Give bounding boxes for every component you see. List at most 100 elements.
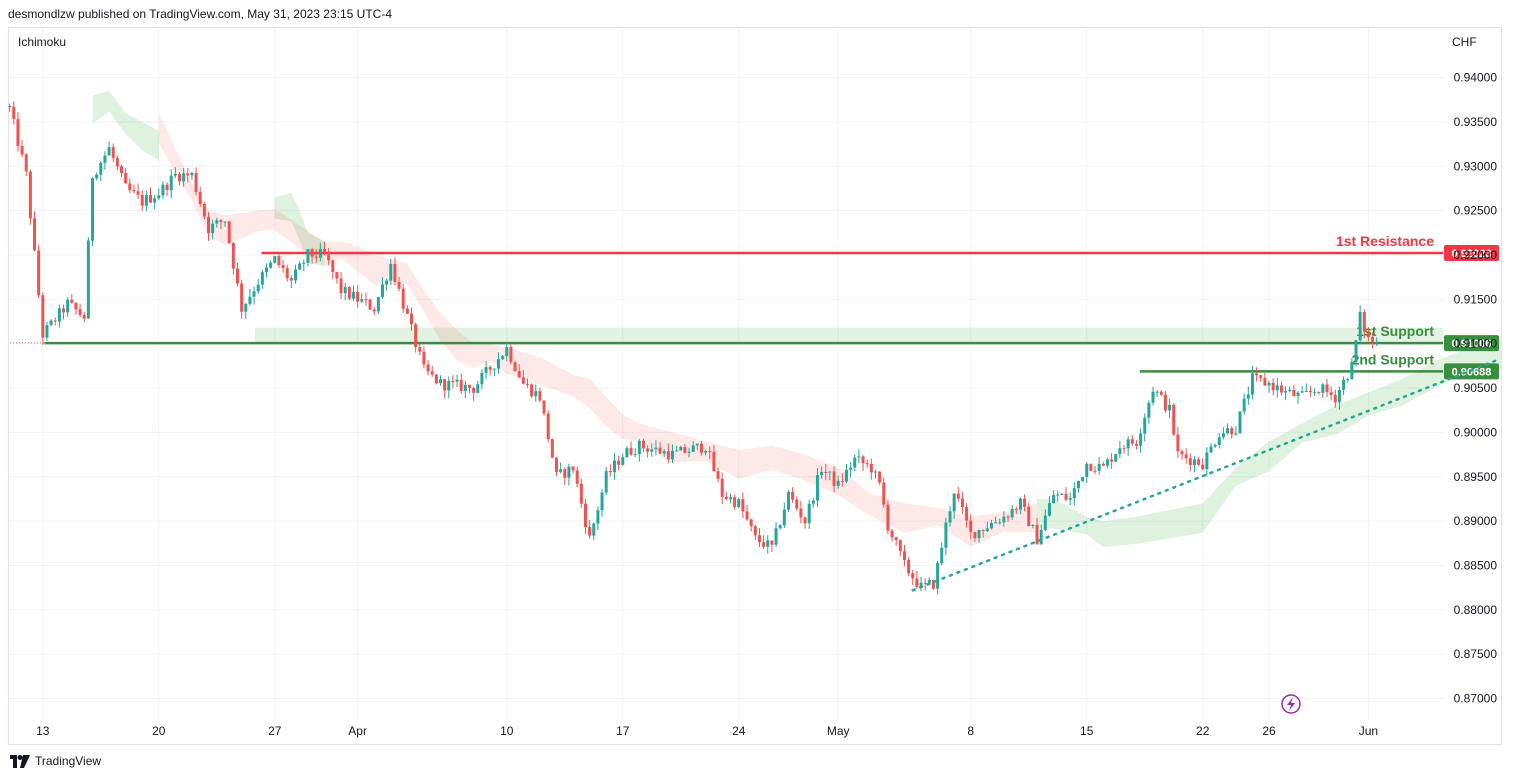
candle-body — [716, 471, 720, 479]
candle-body — [207, 216, 211, 234]
candle-body — [401, 288, 405, 309]
candle-body — [1321, 384, 1325, 393]
candle-body — [360, 299, 364, 302]
candle-body — [1163, 394, 1167, 411]
candle-body — [1101, 463, 1105, 466]
candle-body — [575, 470, 579, 484]
chart-frame — [8, 27, 1502, 745]
y-tick-label: 0.94000 — [1454, 71, 1498, 85]
y-tick-label: 0.93500 — [1454, 115, 1498, 129]
candle-body — [86, 240, 90, 319]
candle-body — [1263, 377, 1267, 386]
y-tick-label: 0.90000 — [1454, 425, 1498, 439]
candle-body — [219, 220, 223, 223]
candle-body — [770, 540, 774, 545]
candle-body — [1209, 446, 1213, 453]
footer-brand[interactable]: TradingView — [35, 754, 102, 768]
candle-body — [836, 480, 840, 486]
candle-body — [1180, 451, 1184, 455]
candle-body — [621, 457, 625, 465]
candle-body — [248, 296, 252, 304]
price-tag — [1444, 244, 1499, 261]
candle-body — [675, 450, 679, 452]
candle-body — [1126, 439, 1130, 449]
candle-body — [753, 526, 757, 536]
candle-body — [186, 173, 190, 176]
candle-body — [849, 467, 853, 470]
candle-body — [886, 504, 890, 531]
candle-body — [1168, 404, 1172, 411]
candle-body — [592, 523, 596, 536]
indicator-label[interactable]: Ichimoku — [18, 35, 67, 49]
candle-body — [1056, 494, 1060, 496]
trendline — [911, 359, 1498, 592]
candle-body — [285, 268, 289, 278]
candle-body — [202, 204, 206, 217]
candle-body — [1147, 402, 1151, 418]
candle-body — [82, 315, 86, 319]
candle-body — [397, 281, 401, 289]
level-name: 2nd Support — [1352, 351, 1435, 367]
candle-body — [1366, 331, 1370, 338]
candle-body — [534, 391, 538, 397]
candle-body — [447, 380, 451, 391]
candle-body — [994, 522, 998, 524]
candle-body — [1250, 373, 1254, 395]
candle-body — [1159, 391, 1163, 395]
candle-body — [956, 493, 960, 499]
candle-body — [347, 287, 351, 299]
candle-body — [260, 272, 264, 285]
candle-body — [244, 303, 248, 312]
candle-body — [820, 471, 824, 476]
candle-body — [757, 535, 761, 543]
candle-body — [1043, 515, 1047, 530]
candle-body — [774, 528, 778, 545]
candle-body — [712, 451, 716, 472]
candle-body — [766, 540, 770, 547]
candle-body — [467, 384, 471, 388]
candle-body — [414, 324, 418, 348]
candle-body — [728, 497, 732, 500]
candle-body — [960, 498, 964, 508]
candle-body — [828, 471, 832, 473]
candle-body — [1354, 340, 1358, 362]
candle-body — [583, 503, 587, 527]
candle-body — [1110, 459, 1114, 462]
candle-body — [231, 243, 235, 269]
candle-body — [923, 582, 927, 584]
candle-body — [505, 347, 509, 357]
candle-body — [525, 383, 529, 385]
candle-body — [890, 530, 894, 538]
candle-body — [293, 269, 297, 281]
lightning-icon[interactable] — [1281, 694, 1301, 714]
candle-body — [1006, 516, 1010, 518]
x-tick-label: Jun — [1359, 724, 1378, 738]
y-tick-label: 0.92000 — [1454, 248, 1498, 262]
candle-body — [1300, 391, 1304, 393]
candle-body — [476, 384, 480, 393]
price-tag-label: 0.90688 — [1452, 366, 1492, 378]
candle-body — [306, 249, 310, 263]
tradingview-logo-icon[interactable] — [10, 754, 30, 768]
candle-body — [1255, 373, 1259, 376]
candle-body — [977, 530, 981, 539]
candle-body — [16, 119, 20, 146]
candle-body — [95, 174, 99, 179]
y-tick-label: 0.89500 — [1454, 470, 1498, 484]
x-tick-label: May — [827, 724, 850, 738]
candle-body — [74, 302, 78, 310]
candle-body — [484, 367, 488, 373]
candle-body — [1308, 390, 1312, 393]
candle-body — [538, 391, 542, 401]
candle-body — [824, 471, 828, 473]
candle-body — [136, 191, 140, 195]
candle-body — [264, 267, 268, 273]
candle-body — [786, 491, 790, 510]
y-tick-label: 0.88500 — [1454, 558, 1498, 572]
candle-body — [1333, 394, 1337, 403]
candle-body — [111, 147, 115, 158]
candle-body — [563, 469, 567, 478]
candle-body — [501, 356, 505, 360]
candle-body — [45, 325, 49, 338]
